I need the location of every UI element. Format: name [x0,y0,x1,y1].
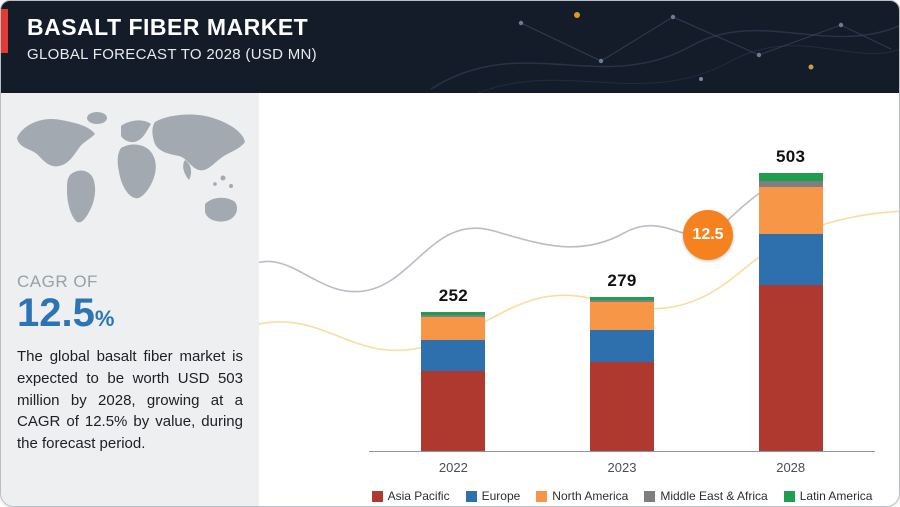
legend-item-asia-pacific: Asia Pacific [371,489,450,503]
x-axis-labels: 2022 2023 2028 [369,460,875,475]
legend-item-latin-america: Latin America [783,489,873,503]
chart-legend: Asia Pacific Europe North America Middle Ea… [369,489,875,503]
bar-column-2028: 503 [706,147,875,451]
bar-segment-middle-east-africa [758,180,823,188]
bar-total-label: 252 [438,285,468,305]
cagr-badge: 12.5 [683,210,733,260]
world-map [17,112,245,223]
legend-item-north-america: North America [536,489,628,503]
stacked-bar-chart: 252 279 503 2022 2023 2028 Asia Pacific Europ… [369,147,875,503]
x-axis-label-2022: 2022 [438,460,468,475]
x-axis-label-2028: 2028 [776,460,806,475]
bar-segment-asia-pacific [590,361,654,451]
bar-segment-europe [590,330,654,362]
bar-stack [758,173,823,451]
market-description: The global basalt fiber market is expect… [17,348,243,452]
legend-label: Middle East & Africa [660,489,768,503]
legend-label: Asia Pacific [387,489,450,503]
bar-column-2023: 279 [538,151,707,451]
legend-swatch-europe [465,490,477,502]
legend-swatch-north-america [536,490,548,502]
bar-segment-latin-america [590,296,654,301]
legend-swatch-asia-pacific [371,490,383,502]
legend-label: North America [552,489,629,503]
bar-segment-middle-east-africa [590,300,654,303]
chart-area: 252 279 503 2022 2023 2028 Asia Pacific Europ… [259,93,899,506]
cagr-label: CAGR OF [17,272,98,291]
bar-segment-latin-america [758,173,823,181]
page-subtitle: GLOBAL FORECAST TO 2028 (USD MN) [27,45,317,63]
bar-segment-north-america [590,302,654,330]
bar-total-label: 503 [776,147,806,167]
x-axis-line [369,451,875,452]
red-accent-bar [1,9,8,53]
bar-segment-north-america [758,187,823,235]
legend-item-europe: Europe [465,489,521,503]
bar-segment-latin-america [421,311,486,316]
bar-stack [421,311,486,451]
header: BASALT FIBER MARKET GLOBAL FORECAST TO 2… [1,1,899,93]
legend-label: Latin America [799,489,873,503]
cagr-percent-sign: % [94,306,115,331]
bar-stack [590,296,654,451]
legend-swatch-latin-america [783,490,795,502]
cagr-value: 12.5% [17,292,243,334]
legend-item-middle-east-africa: Middle East & Africa [644,489,768,503]
bar-segment-asia-pacific [758,285,823,451]
bar-segment-middle-east-africa [421,315,486,318]
legend-swatch-middle-east-africa [644,490,656,502]
bar-total-label: 279 [607,270,637,290]
bar-segment-europe [421,339,486,372]
x-axis-label-2023: 2023 [607,460,637,475]
bar-segment-asia-pacific [421,371,486,451]
bar-segment-europe [758,234,823,286]
cagr-number: 12.5 [17,291,95,335]
sidebar: CAGR OF 12.5% The global basalt fiber ma… [1,93,259,506]
bar-column-2022: 252 [369,151,538,451]
legend-label: Europe [481,489,521,503]
chart-plot: 252 279 503 [369,147,875,451]
bar-segment-north-america [421,317,486,340]
page-title: BASALT FIBER MARKET [27,14,309,40]
